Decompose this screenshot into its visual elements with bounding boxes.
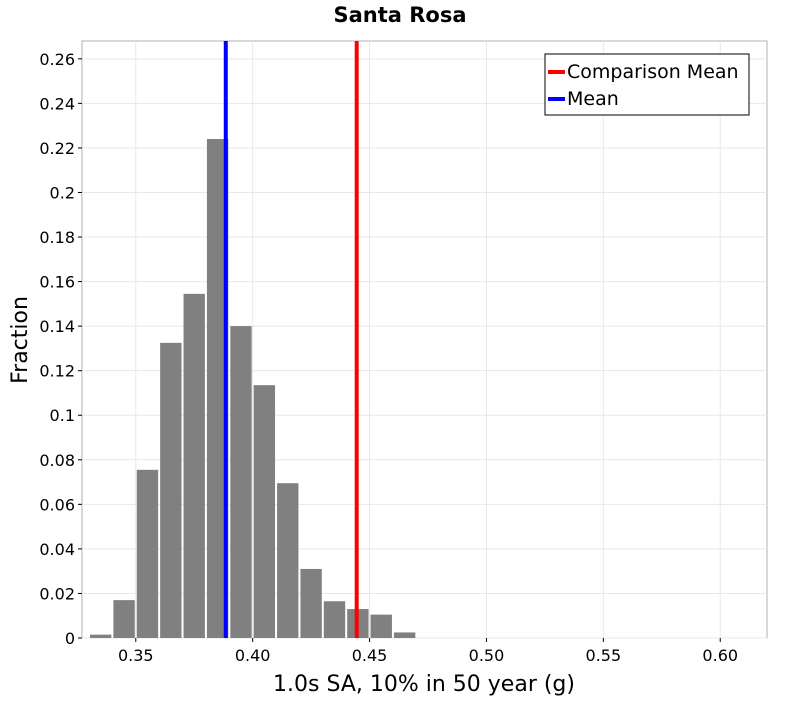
x-tick-label: 0.35 [118,646,154,665]
histogram-bar [253,385,276,638]
histogram-bar [393,632,416,638]
legend-label-mean: Mean [567,88,619,110]
x-tick-label: 0.50 [469,646,505,665]
y-tick-label: 0 [65,629,75,648]
chart-title: Santa Rosa [333,3,466,27]
y-axis-ticks: 0 0.02 0.04 0.06 0.08 0.1 0.12 0.14 0.16 0.18 0.2 0… [39,50,82,648]
legend-box [544,53,750,116]
y-tick-label: 0.02 [39,584,75,603]
histogram-bar [90,634,112,638]
histogram-bar [230,326,252,638]
y-tick-label: 0.08 [39,451,75,470]
histogram-bar [300,568,322,638]
y-axis-label: Fraction [8,296,33,384]
histogram-bars [90,139,416,638]
histogram-bar [370,614,392,638]
y-tick-label: 0.16 [39,273,75,292]
y-tick-label: 0.06 [39,495,75,514]
x-axis-label: 1.0s SA, 10% in 50 year (g) [273,672,575,697]
histogram-bar [183,293,205,638]
histogram-bar [206,139,229,638]
histogram-bar [323,601,346,638]
x-tick-label: 0.40 [235,646,271,665]
x-tick-label: 0.60 [702,646,738,665]
histogram-bar [277,483,299,638]
y-tick-label: 0.1 [50,406,75,425]
mean-lines [223,41,359,638]
y-tick-label: 0.18 [39,228,75,247]
y-tick-label: 0.24 [39,94,75,113]
histogram-bar [160,342,182,638]
x-tick-label: 0.45 [352,646,388,665]
legend-label-comparison-mean: Comparison Mean [567,61,739,83]
y-tick-label: 0.26 [39,50,75,69]
y-tick-label: 0.2 [50,183,75,202]
legend: Comparison Mean Mean [544,53,750,116]
histogram-bar [113,600,135,638]
y-tick-label: 0.22 [39,139,75,158]
x-tick-label: 0.55 [586,646,622,665]
histogram-bar [136,469,159,638]
y-tick-label: 0.12 [39,362,75,381]
x-axis-ticks: 0.35 0.40 0.45 0.50 0.55 0.60 [118,638,738,665]
y-tick-label: 0.04 [39,540,75,559]
y-tick-label: 0.14 [39,317,75,336]
